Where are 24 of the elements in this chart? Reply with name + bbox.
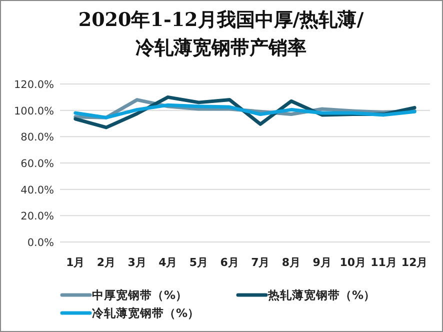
line-series [74, 103, 416, 120]
x-tick-label: 2月 [96, 256, 116, 269]
x-tick-label: 9月 [312, 256, 332, 269]
x-tick-label: 6月 [220, 256, 239, 269]
legend-label: 热轧薄宽钢带（%） [267, 288, 376, 302]
x-tick-label: 10月 [340, 256, 366, 269]
y-tick-label: 100.0% [14, 105, 54, 118]
legend-label: 中厚宽钢带（%） [92, 288, 188, 302]
x-tick-label: 7月 [251, 256, 270, 269]
x-tick-label: 8月 [282, 256, 301, 269]
x-tick-label: 4月 [158, 256, 178, 269]
x-tick-label: 12月 [401, 256, 428, 269]
y-tick-label: 20.0% [20, 210, 54, 223]
x-tick-label: 3月 [128, 256, 146, 269]
y-tick-label: 120.0% [14, 79, 54, 91]
x-tick-label: 11月 [370, 256, 397, 269]
y-tick-label: 80.0% [20, 132, 54, 144]
x-tick-label: 5月 [189, 256, 208, 269]
chart-title: 2020年1-12月我国中厚/热轧薄/冷轧薄宽钢带产销率 [78, 9, 364, 59]
y-tick-label: 60.0% [20, 158, 54, 170]
y-tick-label: 0.0% [27, 237, 54, 249]
y-tick-label: 40.0% [20, 184, 54, 196]
x-tick-label: 1月 [66, 256, 85, 269]
legend-label: 冷轧薄宽钢带（%） [92, 306, 200, 320]
